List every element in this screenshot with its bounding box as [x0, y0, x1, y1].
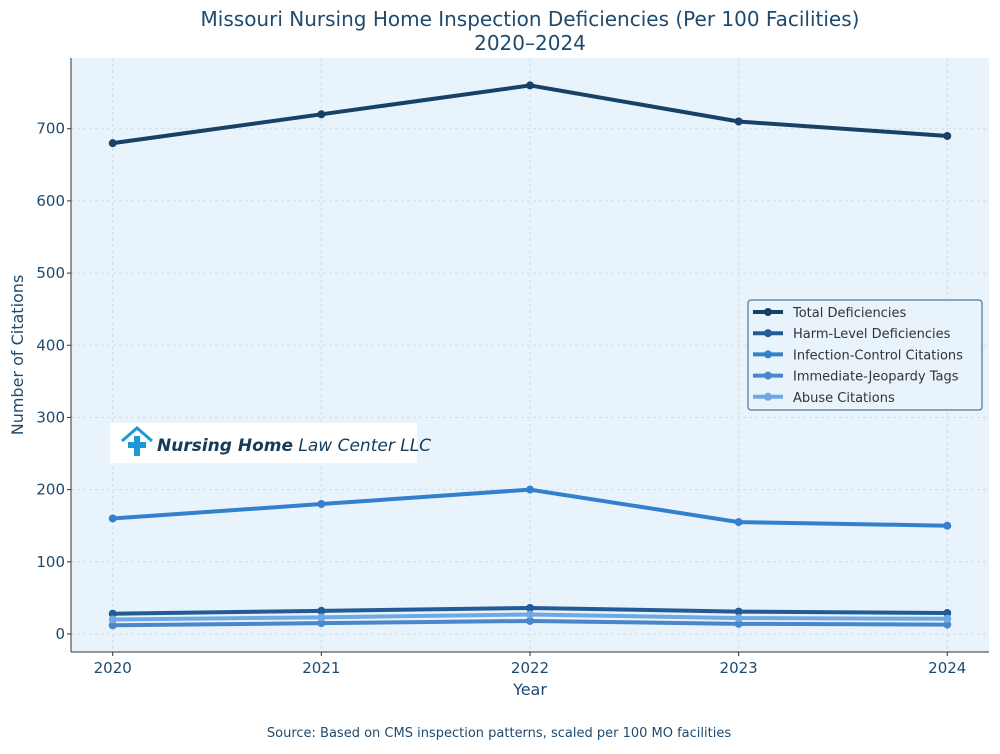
data-point	[317, 110, 326, 119]
legend-marker	[764, 371, 772, 380]
y-tick-label: 300	[36, 408, 65, 426]
chart-subtitle: 2020–2024	[474, 31, 586, 55]
x-tick-label: 2022	[511, 659, 549, 677]
chart-title: Missouri Nursing Home Inspection Deficie…	[201, 7, 860, 31]
legend-marker	[764, 350, 772, 359]
legend-label: Total Deficiencies	[792, 306, 906, 321]
x-tick-label: 2021	[302, 659, 340, 677]
data-point	[108, 139, 117, 148]
data-point	[526, 616, 534, 625]
cross-icon	[128, 436, 146, 456]
data-point	[317, 500, 326, 509]
y-tick-label: 500	[36, 264, 65, 282]
x-tick-label: 2020	[94, 659, 132, 677]
data-point	[108, 609, 117, 618]
y-tick-label: 0	[55, 625, 65, 643]
legend-label: Immediate-Jeopardy Tags	[793, 370, 959, 385]
data-point	[734, 614, 743, 623]
legend: Total Deficiencies Harm-Level Deficiencie…	[747, 299, 983, 411]
data-point	[943, 609, 952, 618]
legend-label: Infection-Control Citations	[793, 348, 963, 363]
y-tick-label: 600	[36, 192, 65, 210]
y-tick-label: 700	[36, 120, 65, 138]
data-point	[108, 621, 117, 630]
data-point	[526, 485, 534, 494]
data-point	[734, 518, 743, 527]
data-point	[317, 619, 326, 628]
data-point	[526, 603, 534, 612]
series-0	[108, 81, 952, 148]
legend-label: Abuse Citations	[793, 391, 895, 406]
x-tick-label: 2024	[928, 659, 966, 677]
logo: Nursing Home Law Center LLC	[110, 423, 431, 463]
legend-label: Harm-Level Deficiencies	[793, 327, 951, 342]
x-axis-label: Year	[512, 680, 547, 699]
y-tick-label: 100	[36, 553, 65, 571]
y-tick-label: 400	[36, 336, 65, 354]
data-point	[734, 619, 743, 628]
data-point	[108, 615, 117, 624]
series-3	[108, 616, 952, 630]
data-point	[943, 614, 952, 623]
legend-box	[747, 299, 983, 411]
data-point	[526, 81, 534, 90]
svg-text:Nursing Home Law Center LLC: Nursing Home Law Center LLC	[157, 436, 431, 456]
data-point	[317, 613, 326, 622]
series-1	[108, 603, 952, 618]
data-point	[943, 620, 952, 629]
data-point	[734, 117, 743, 126]
data-point	[734, 607, 743, 616]
y-axis-label: Number of Citations	[8, 275, 27, 436]
house-icon	[121, 426, 153, 443]
series-2	[108, 485, 952, 530]
source-note: Source: Based on CMS inspection patterns…	[267, 726, 731, 741]
data-point	[943, 131, 952, 140]
data-point	[317, 606, 326, 615]
legend-marker	[764, 392, 772, 401]
x-tick-label: 2023	[720, 659, 758, 677]
legend-marker	[764, 329, 772, 338]
legend-marker	[764, 308, 772, 316]
data-point	[526, 610, 534, 619]
y-tick-label: 200	[36, 481, 65, 499]
data-point	[108, 514, 117, 523]
series-4	[108, 610, 952, 624]
data-point	[943, 521, 952, 530]
